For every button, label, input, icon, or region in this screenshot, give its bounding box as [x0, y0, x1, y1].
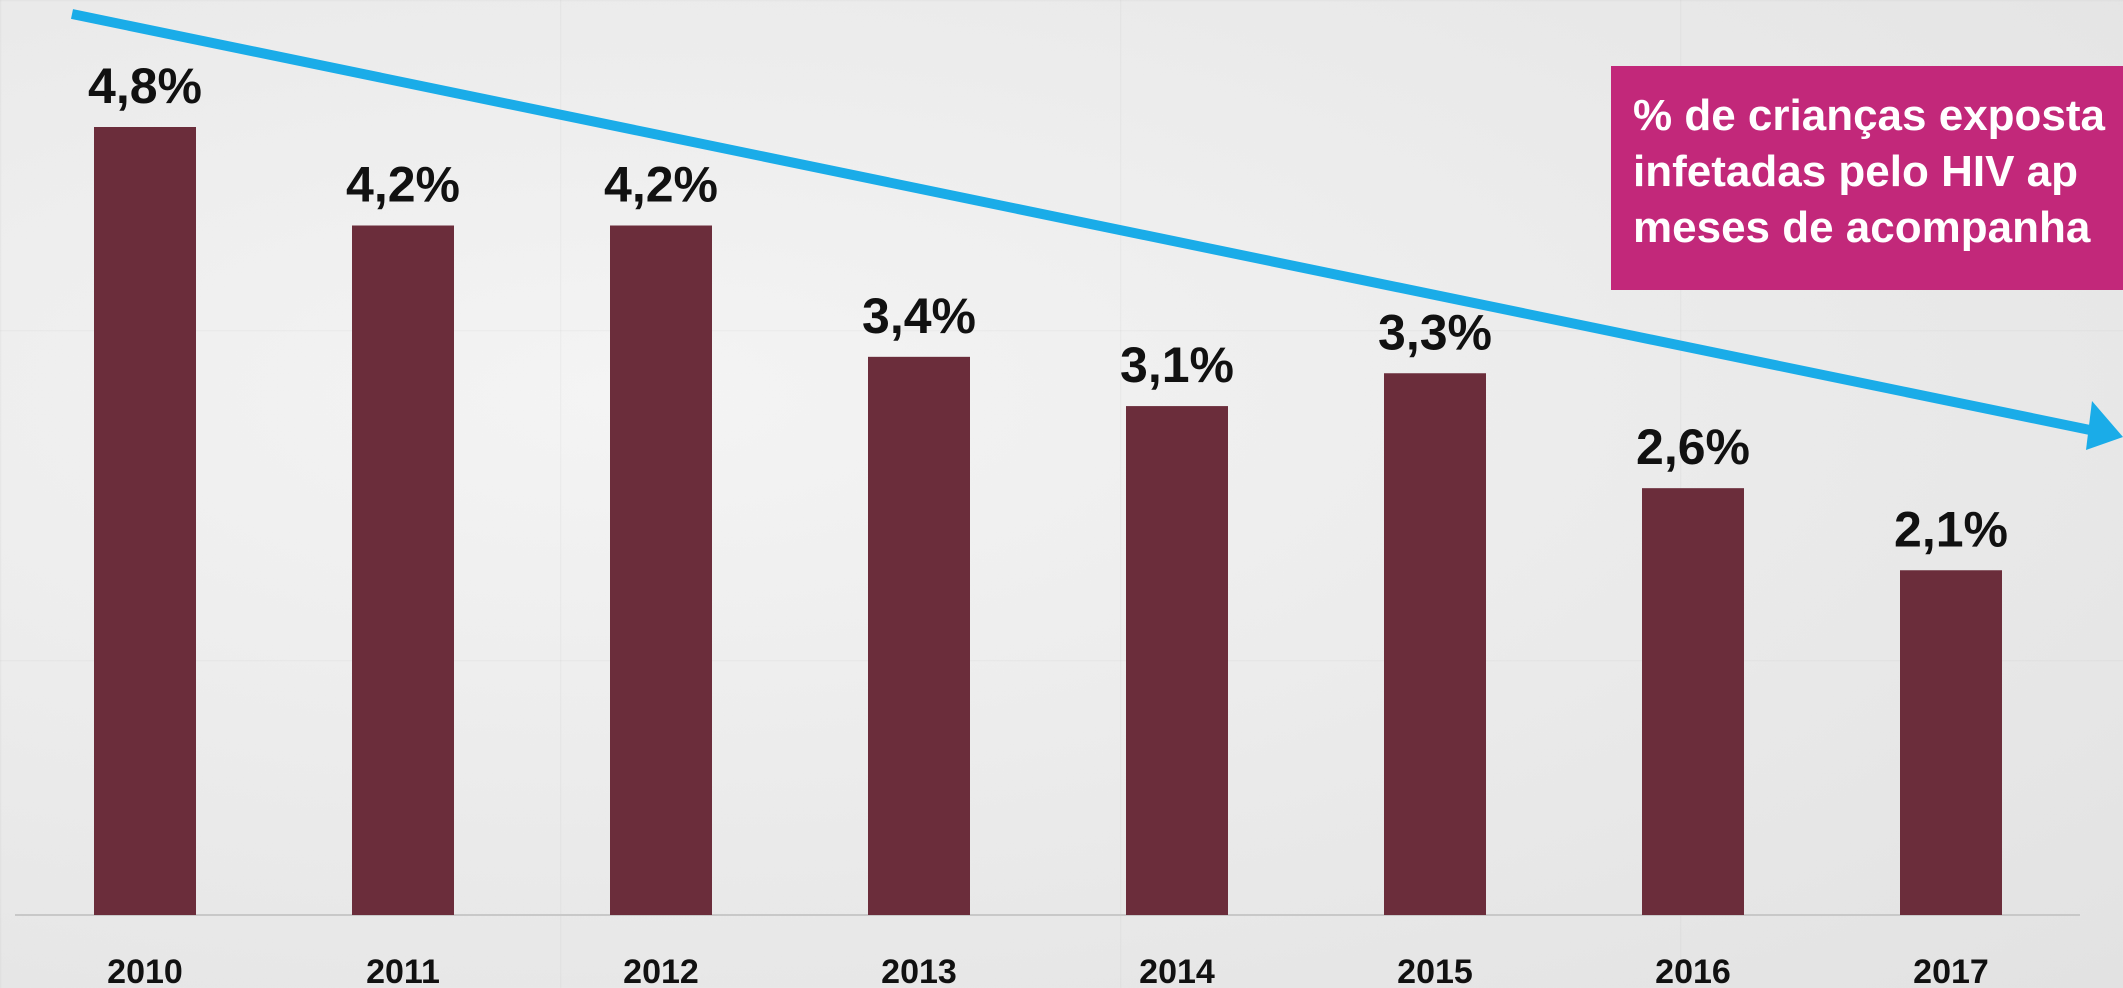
data-label-2011: 4,2%	[346, 157, 460, 213]
bar-2013	[868, 356, 970, 915]
bars-layer	[94, 127, 2002, 915]
data-label-2016: 2,6%	[1636, 419, 1750, 475]
x-tick-2013: 2013	[881, 953, 957, 988]
data-label-2013: 3,4%	[862, 288, 976, 344]
bar-2015	[1384, 373, 1486, 915]
x-tick-2012: 2012	[623, 953, 699, 988]
data-label-2012: 4,2%	[604, 157, 718, 213]
data-label-2014: 3,1%	[1120, 337, 1234, 393]
annotation-line-1: % de crianças exposta	[1633, 91, 2106, 140]
x-tick-2016: 2016	[1655, 953, 1731, 988]
data-label-2017: 2,1%	[1894, 501, 2008, 557]
data-label-2015: 3,3%	[1378, 304, 1492, 360]
bar-2014	[1126, 406, 1228, 915]
bar-2010	[94, 127, 196, 915]
annotation-line-3: meses de acompanha	[1633, 203, 2091, 252]
x-tick-2011: 2011	[366, 953, 440, 988]
annotation-line-2: infetadas pelo HIV ap	[1633, 147, 2078, 196]
trend-arrow-line	[70, 9, 2092, 435]
bar-2017	[1900, 570, 2002, 915]
annotation-box: % de crianças exposta infetadas pelo HIV…	[1611, 66, 2123, 290]
bar-2011	[352, 225, 454, 915]
x-tick-2014: 2014	[1139, 953, 1215, 988]
labels-layer: 4,8% 4,2% 4,2% 3,4% 3,1% 3,3% 2,6% 2,1%	[88, 58, 2008, 557]
ticks-layer: 2010 2011 2012 2013 2014 2015 2016 2017	[107, 953, 1989, 988]
x-tick-2010: 2010	[107, 953, 183, 988]
bar-2016	[1642, 488, 1744, 915]
trend-arrow	[70, 9, 2123, 450]
data-label-2010: 4,8%	[88, 58, 202, 114]
trend-arrow-head	[2086, 401, 2123, 450]
x-tick-2015: 2015	[1397, 953, 1473, 988]
bar-2012	[610, 225, 712, 915]
x-tick-2017: 2017	[1913, 953, 1989, 988]
